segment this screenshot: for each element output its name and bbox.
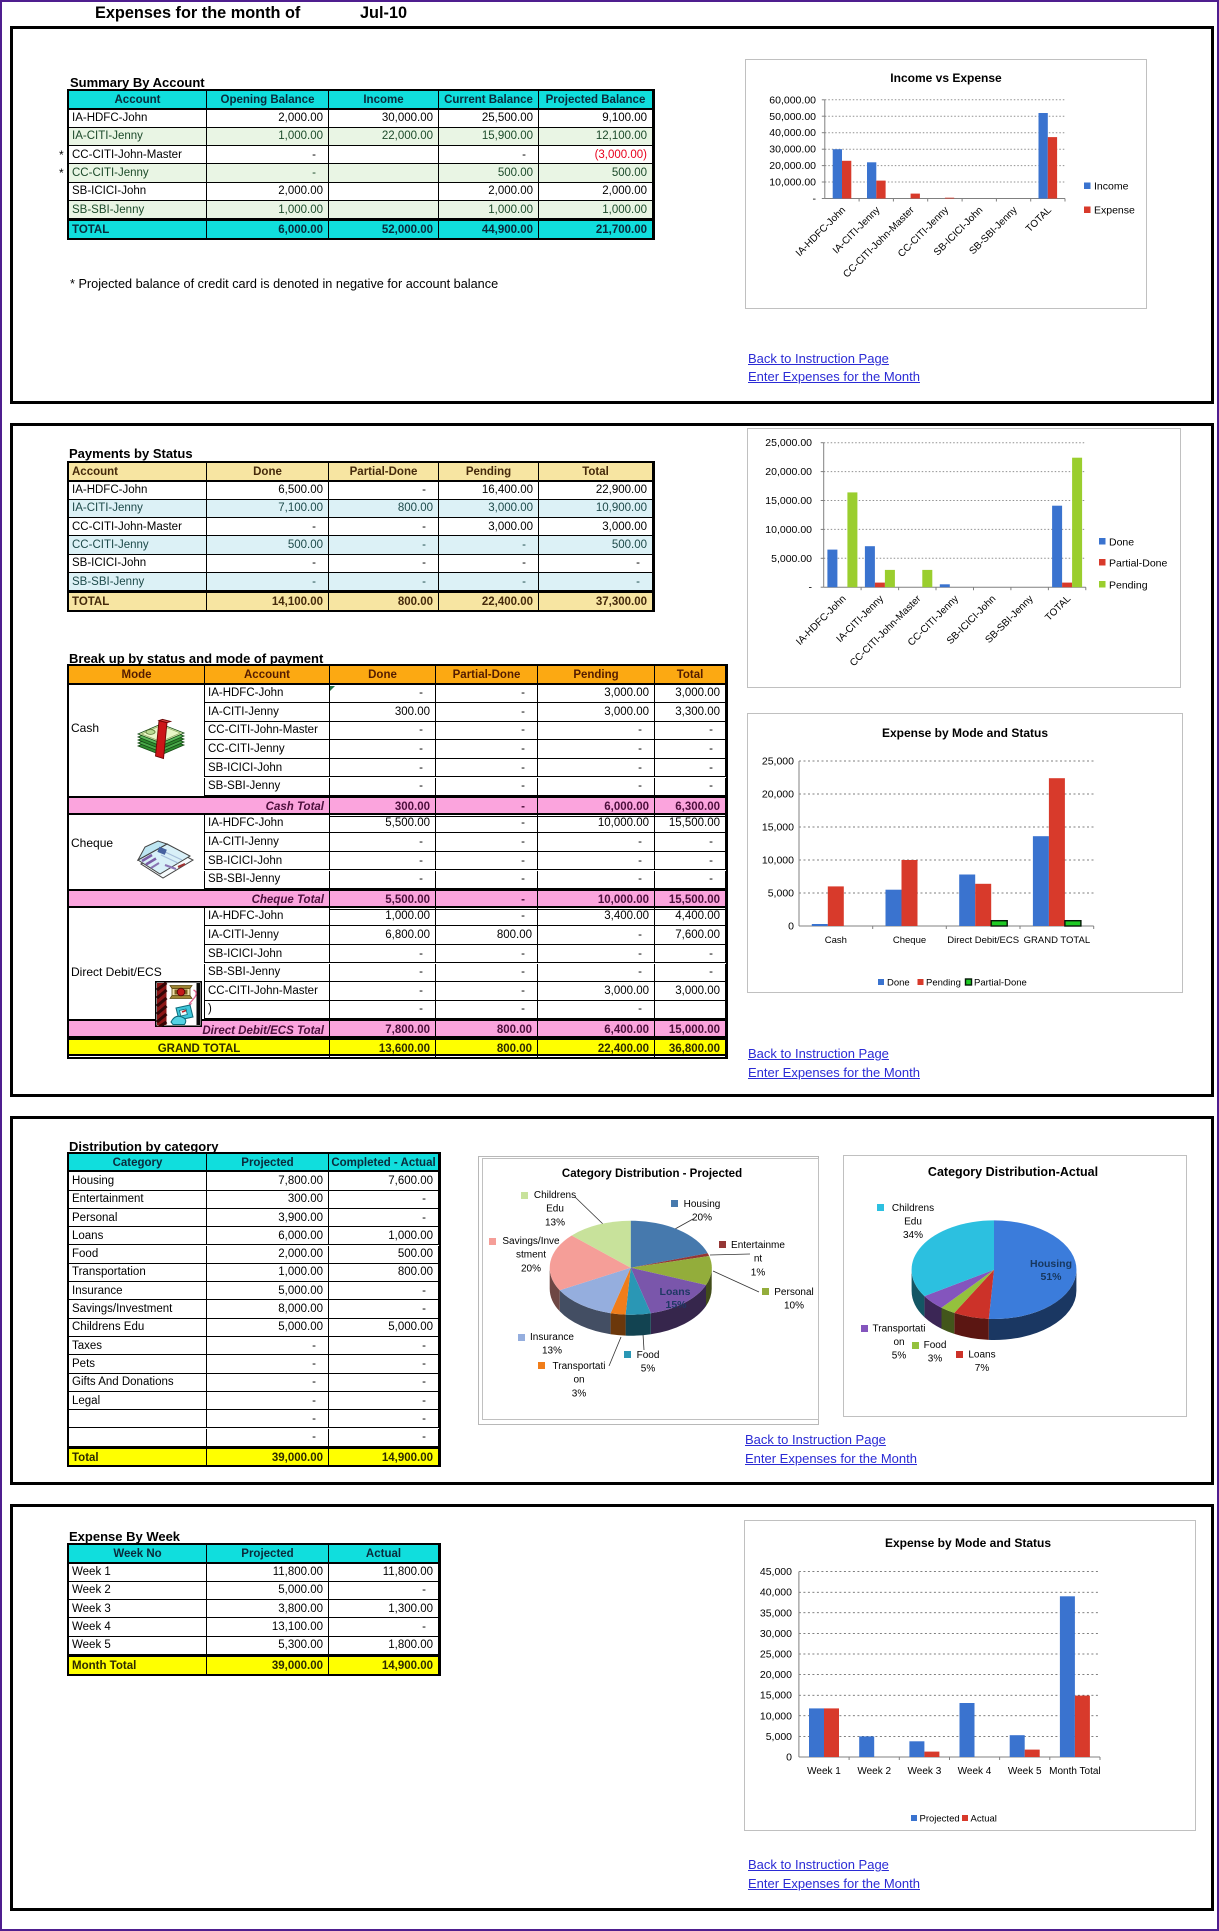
svg-text:35,000: 35,000 [760,1607,792,1619]
svg-text:Done: Done [887,978,910,989]
svg-text:stment: stment [516,1250,546,1261]
svg-text:25,000: 25,000 [760,1649,792,1661]
svg-text:Direct Debit/ECS: Direct Debit/ECS [947,935,1019,946]
svg-text:25,000.00: 25,000.00 [765,437,812,449]
svg-text:15,000: 15,000 [760,1690,792,1702]
svg-text:40,000: 40,000 [760,1587,792,1599]
svg-text:Entertainme: Entertainme [731,1240,785,1251]
svg-text:Food: Food [637,1350,660,1361]
svg-text:7%: 7% [975,1363,990,1374]
svg-text:51%: 51% [1040,1271,1062,1283]
svg-text:Housing: Housing [684,1199,721,1210]
svg-text:nt: nt [754,1254,763,1265]
svg-text:Month Total: Month Total [1049,1766,1101,1777]
svg-text:1%: 1% [751,1267,766,1278]
svg-text:Loans: Loans [660,1286,691,1298]
svg-text:on: on [893,1337,904,1348]
svg-text:Childrens: Childrens [534,1190,576,1201]
svg-text:45,000: 45,000 [760,1566,792,1578]
svg-text:5,000: 5,000 [768,888,794,900]
svg-text:Done: Done [1109,537,1134,549]
svg-text:60,000.00: 60,000.00 [769,94,816,106]
svg-text:25,000: 25,000 [762,756,794,768]
svg-text:Category Distribution-Actual: Category Distribution-Actual [928,1165,1098,1179]
svg-text:Edu: Edu [546,1204,564,1215]
svg-text:5,000: 5,000 [766,1731,792,1743]
svg-text:Partial-Done: Partial-Done [1109,558,1168,570]
svg-text:20,000: 20,000 [762,789,794,801]
svg-text:3%: 3% [572,1388,587,1399]
svg-text:Food: Food [924,1340,947,1351]
svg-text:Pending: Pending [1109,580,1148,592]
svg-text:Cash: Cash [825,935,847,946]
svg-text:20%: 20% [521,1263,541,1274]
svg-text:15,000.00: 15,000.00 [765,495,812,507]
svg-text:10,000.00: 10,000.00 [765,524,812,536]
svg-text:50,000.00: 50,000.00 [769,111,816,123]
svg-text:10,000: 10,000 [762,855,794,867]
svg-text:30,000: 30,000 [760,1628,792,1640]
svg-text:34%: 34% [903,1230,923,1241]
svg-text:-: - [813,193,817,205]
svg-text:Week 4: Week 4 [958,1766,992,1777]
svg-text:Edu: Edu [904,1217,922,1228]
svg-text:Income vs Expense: Income vs Expense [890,71,1002,85]
svg-text:10%: 10% [784,1301,804,1312]
svg-text:Loans: Loans [968,1350,995,1361]
svg-text:10,000: 10,000 [760,1710,792,1722]
svg-text:Partial-Done: Partial-Done [974,978,1027,989]
svg-text:Pending: Pending [926,978,961,989]
svg-text:Transportati: Transportati [873,1324,926,1335]
svg-text:15%: 15% [665,1299,687,1311]
svg-text:Savings/Inve: Savings/Inve [502,1236,560,1247]
svg-text:10,000.00: 10,000.00 [769,177,816,189]
svg-text:20,000.00: 20,000.00 [765,466,812,478]
svg-text:0: 0 [786,1752,792,1764]
svg-text:20%: 20% [692,1213,712,1224]
svg-text:Income: Income [1094,181,1129,193]
svg-text:on: on [573,1375,584,1386]
svg-text:Insurance: Insurance [530,1332,574,1343]
svg-text:Expense by Mode and Status: Expense by Mode and Status [882,726,1048,740]
svg-text:Projected: Projected [920,1814,960,1825]
svg-text:-: - [809,582,813,594]
svg-text:Personal: Personal [774,1287,813,1298]
svg-text:13%: 13% [542,1346,562,1357]
svg-text:40,000.00: 40,000.00 [769,127,816,139]
svg-text:Week 2: Week 2 [857,1766,891,1777]
svg-text:Expense by Mode and Status: Expense by Mode and Status [885,1536,1051,1550]
svg-text:5%: 5% [892,1351,907,1362]
svg-text:5,000.00: 5,000.00 [771,553,812,565]
svg-text:Category Distribution - Projec: Category Distribution - Projected [562,1168,742,1180]
svg-text:GRAND TOTAL: GRAND TOTAL [1024,935,1091,946]
svg-text:Week 5: Week 5 [1008,1766,1042,1777]
svg-text:Childrens: Childrens [892,1203,934,1214]
svg-text:13%: 13% [545,1217,565,1228]
svg-text:3%: 3% [928,1354,943,1365]
svg-text:Housing: Housing [1030,1258,1072,1270]
svg-text:20,000: 20,000 [760,1669,792,1681]
svg-text:15,000: 15,000 [762,822,794,834]
svg-text:Transportati: Transportati [553,1361,606,1372]
svg-text:Cheque: Cheque [893,935,926,946]
svg-text:0: 0 [788,921,794,933]
svg-text:20,000.00: 20,000.00 [769,160,816,172]
svg-text:Actual: Actual [971,1814,997,1825]
svg-text:Week 1: Week 1 [807,1766,841,1777]
svg-text:Expense: Expense [1094,205,1135,217]
svg-text:Week 3: Week 3 [908,1766,942,1777]
svg-text:5%: 5% [641,1364,656,1375]
svg-text:30,000.00: 30,000.00 [769,144,816,156]
